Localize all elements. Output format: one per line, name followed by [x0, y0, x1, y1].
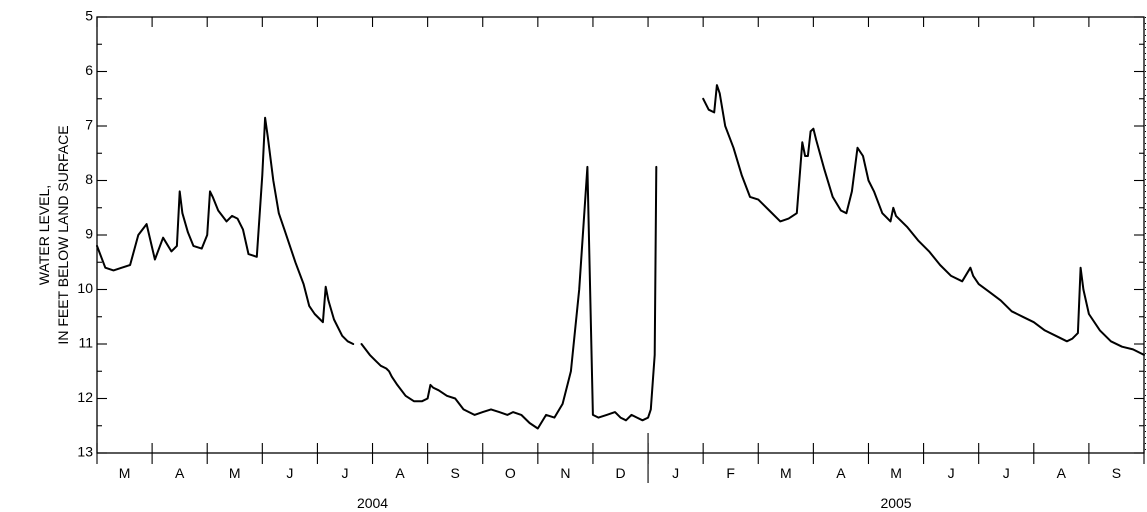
month-label: S — [1112, 465, 1121, 481]
month-label: F — [726, 465, 735, 481]
series-line-2 — [702, 84, 1145, 356]
y-tick-label: 5 — [85, 8, 93, 24]
month-label: M — [780, 465, 792, 481]
month-label: A — [395, 465, 405, 481]
month-label: M — [229, 465, 241, 481]
month-label: J — [286, 465, 293, 481]
y-axis-title: WATER LEVEL, IN FEET BELOW LAND SURFACE — [36, 125, 71, 344]
y-axis-title-line-1: WATER LEVEL, — [36, 185, 52, 285]
y-tick-label: 9 — [85, 226, 93, 242]
y-tick-label: 12 — [77, 389, 93, 405]
month-label: D — [615, 465, 625, 481]
year-label: 2004 — [357, 495, 388, 511]
month-label: J — [672, 465, 679, 481]
month-label: J — [341, 465, 348, 481]
y-tick-label: 6 — [85, 62, 93, 78]
series-group — [96, 84, 1145, 430]
y-tick-label: 11 — [78, 335, 93, 351]
month-label: O — [505, 465, 516, 481]
plot-frame — [96, 16, 1145, 454]
series-line-1 — [96, 116, 658, 430]
y-tick-label: 10 — [77, 280, 93, 296]
year-label: 2005 — [880, 495, 911, 511]
month-label: A — [175, 465, 185, 481]
y-tick-label: 7 — [85, 117, 93, 133]
y-tick-label: 8 — [85, 171, 93, 187]
month-label: A — [1057, 465, 1067, 481]
month-label: N — [560, 465, 570, 481]
y-axis: 5 6 7 8 9 10 11 12 13 — [77, 8, 1146, 460]
y-axis-title-line-2: IN FEET BELOW LAND SURFACE — [55, 125, 71, 344]
month-label: J — [1003, 465, 1010, 481]
month-label: J — [948, 465, 955, 481]
month-label: M — [119, 465, 131, 481]
month-label: S — [451, 465, 460, 481]
month-label: A — [836, 465, 846, 481]
x-axis: M A M J J A S O N D J F M A M J J A S 2004 2005 — [96, 17, 1145, 511]
month-label: M — [890, 465, 902, 481]
y-tick-label: 13 — [77, 444, 93, 460]
